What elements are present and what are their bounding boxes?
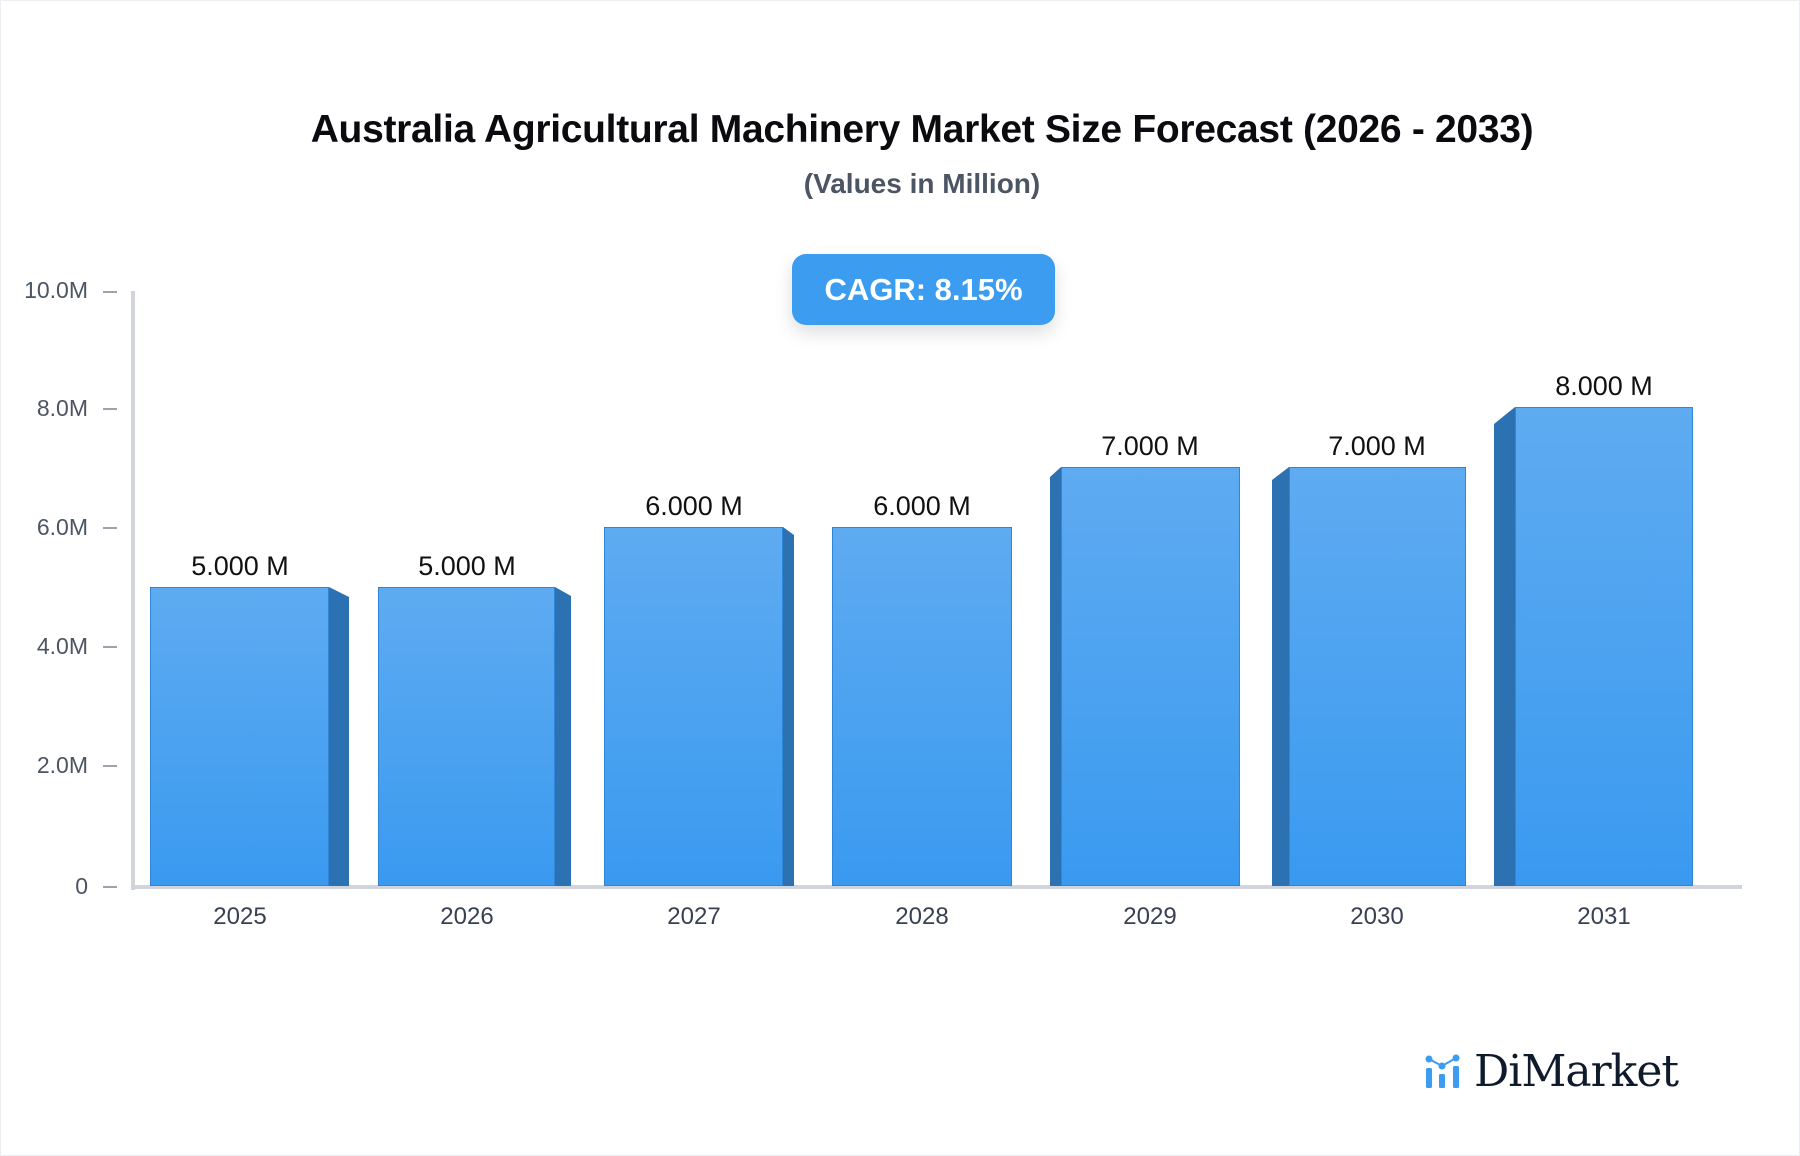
y-tick-label: 0	[75, 873, 88, 899]
y-tick	[103, 886, 117, 888]
bar-front	[832, 527, 1012, 886]
bar-value-label: 7.000 M	[1101, 431, 1199, 461]
bar-front	[604, 527, 783, 886]
x-tick-label: 2025	[213, 903, 267, 930]
bar-front	[150, 587, 329, 886]
bar-side	[1494, 407, 1515, 886]
y-tick	[103, 291, 117, 293]
bar-chart-dots-icon	[1425, 1054, 1460, 1088]
bar-value-label: 6.000 M	[873, 491, 971, 521]
x-tick-label: 2026	[440, 903, 494, 930]
x-tick-label: 2029	[1123, 903, 1177, 930]
x-axis-line	[131, 885, 1742, 889]
brand-logo: DiMarket	[1424, 1046, 1679, 1097]
brand-name: DiMarket	[1474, 1046, 1679, 1097]
bar-value-label: 8.000 M	[1555, 371, 1653, 401]
bar-side	[1050, 467, 1061, 886]
cagr-label: CAGR: 8.15%	[824, 271, 1023, 307]
x-tick-label: 2030	[1350, 903, 1404, 930]
y-tick-label: 4.0M	[36, 633, 88, 659]
y-tick-label: 6.0M	[36, 514, 88, 540]
chart-title: Australia Agricultural Machinery Market …	[310, 108, 1534, 151]
y-tick	[103, 646, 117, 648]
bar-value-label: 6.000 M	[645, 491, 743, 521]
y-tick-label: 10.0M	[24, 277, 88, 303]
cagr-badge: CAGR: 8.15%	[792, 254, 1055, 325]
bar-side	[555, 587, 571, 886]
x-tick-label: 2028	[895, 903, 949, 930]
bar-front	[1061, 467, 1240, 886]
y-tick-label: 8.0M	[36, 395, 88, 421]
bar-value-label: 7.000 M	[1328, 431, 1426, 461]
bar-front	[378, 587, 555, 886]
bar-front	[1515, 407, 1693, 886]
bar-side	[783, 527, 794, 886]
y-tick	[103, 527, 117, 529]
bar-front	[1289, 467, 1466, 886]
y-axis-line	[131, 291, 135, 890]
y-tick	[103, 765, 117, 767]
chart-subtitle: (Values in Million)	[803, 168, 1041, 199]
y-tick	[103, 408, 117, 410]
y-tick-label: 2.0M	[36, 752, 88, 778]
bar-value-label: 5.000 M	[418, 551, 516, 581]
bar-side	[329, 587, 349, 886]
x-tick-label: 2027	[667, 903, 721, 930]
x-tick-label: 2031	[1577, 903, 1631, 930]
bar-value-label: 5.000 M	[191, 551, 289, 581]
bar-side	[1272, 467, 1289, 886]
